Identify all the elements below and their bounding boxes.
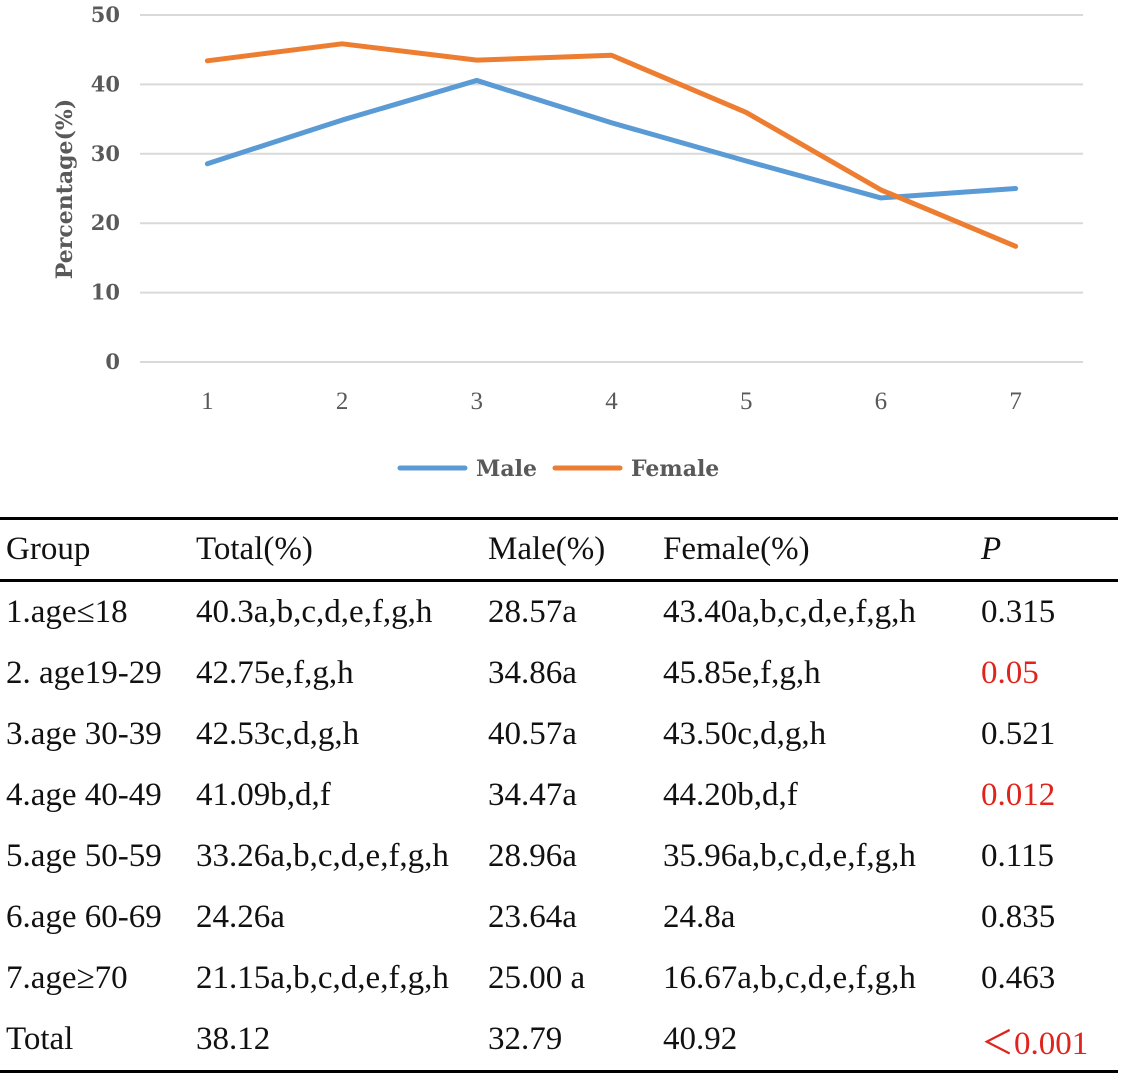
cell-male: 28.96a: [488, 838, 577, 874]
cell-p: 0.012: [981, 777, 1056, 813]
y-tick-label: 10: [91, 280, 120, 305]
header-total: Total(%): [196, 531, 313, 567]
cell-female: 16.67a,b,c,d,e,f,g,h: [663, 960, 916, 996]
legend-label-male: Male: [476, 456, 537, 482]
legend: Male Female: [397, 456, 719, 482]
cell-group: Total: [6, 1021, 74, 1057]
cell-group: 2. age19-29: [6, 655, 162, 691]
cell-group: 7.age≥70: [6, 960, 128, 996]
cell-total: 42.53c,d,g,h: [196, 716, 360, 752]
cell-female: 35.96a,b,c,d,e,f,g,h: [663, 838, 916, 874]
cell-p: 0.315: [981, 594, 1056, 630]
cell-female: 40.92: [663, 1021, 738, 1057]
cell-p: 0.835: [981, 899, 1056, 935]
table-body: 1.age≤18 40.3a,b,c,d,e,f,g,h 28.57a 43.40a,…: [0, 581, 1118, 1072]
x-axis-ticks: 1 2 3 4 5 6 7: [201, 388, 1022, 415]
cell-total: 40.3a,b,c,d,e,f,g,h: [196, 594, 433, 630]
cell-male: 34.86a: [488, 655, 577, 691]
x-tick-label: 1: [201, 388, 214, 415]
cell-group: 5.age 50-59: [6, 838, 162, 874]
cell-p: ＜0.001: [981, 1025, 1089, 1062]
table-row: 7.age≥70 21.15a,b,c,d,e,f,g,h 25.00 a 16.67…: [0, 948, 1118, 1009]
table-row: 6.age 60-69 24.26a 23.64a 24.8a 0.835: [0, 887, 1118, 948]
y-tick-label: 30: [91, 141, 120, 166]
x-tick-label: 3: [471, 388, 484, 415]
y-tick-label: 50: [91, 2, 120, 27]
gridlines: [140, 14, 1083, 363]
header-female: Female(%): [663, 531, 810, 567]
results-table: Group Total(%) Male(%) Female(%) P 1.age…: [0, 517, 1118, 1073]
y-tick-label: 40: [91, 71, 120, 96]
cell-group: 6.age 60-69: [6, 899, 162, 935]
cell-female: 45.85e,f,g,h: [663, 655, 821, 691]
cell-female: 43.40a,b,c,d,e,f,g,h: [663, 594, 916, 630]
x-tick-label: 6: [875, 388, 888, 415]
cell-female: 44.20b,d,f: [663, 777, 798, 813]
cell-male: 25.00 a: [488, 960, 586, 996]
table-header-row: Group Total(%) Male(%) Female(%) P: [0, 518, 1118, 581]
header-male: Male(%): [488, 531, 606, 567]
cell-male: 32.79: [488, 1021, 563, 1057]
cell-male: 23.64a: [488, 899, 577, 935]
header-group: Group: [6, 531, 91, 567]
results-table-container: Group Total(%) Male(%) Female(%) P 1.age…: [0, 517, 1122, 1073]
cell-total: 42.75e,f,g,h: [196, 655, 354, 691]
cell-female: 24.8a: [663, 899, 736, 935]
table-row: 3.age 30-39 42.53c,d,g,h 40.57a 43.50c,d,g,…: [0, 704, 1118, 765]
y-tick-label: 20: [91, 210, 120, 235]
cell-total: 41.09b,d,f: [196, 777, 331, 813]
cell-p: 0.463: [981, 960, 1056, 996]
series-line-female: [204, 41, 1019, 249]
line-chart: 0 10 20 30 40 50 1 2 3 4 5 6 7 Percentage(%) Male Fe…: [52, 2, 1083, 482]
cell-male: 28.57a: [488, 594, 577, 630]
x-tick-label: 4: [605, 388, 618, 415]
table-row: 2. age19-29 42.75e,f,g,h 34.86a 45.85e,f,g,…: [0, 643, 1118, 704]
header-p: P: [981, 531, 1002, 567]
table-row: 1.age≤18 40.3a,b,c,d,e,f,g,h 28.57a 43.40a,…: [0, 581, 1118, 644]
table-row: Total 38.12 32.79 40.92 ＜0.001: [0, 1009, 1118, 1072]
cell-p: 0.115: [981, 838, 1055, 874]
series-lines: [204, 41, 1019, 249]
x-tick-label: 5: [740, 388, 753, 415]
cell-p: 0.05: [981, 655, 1039, 691]
x-tick-label: 2: [336, 388, 349, 415]
series-line-male: [204, 77, 1019, 201]
cell-male: 40.57a: [488, 716, 577, 752]
cell-total: 33.26a,b,c,d,e,f,g,h: [196, 838, 449, 874]
y-tick-label: 0: [105, 349, 120, 374]
table-row: 4.age 40-49 41.09b,d,f 34.47a 44.20b,d,f 0.0…: [0, 765, 1118, 826]
cell-total: 38.12: [196, 1021, 271, 1057]
cell-group: 3.age 30-39: [6, 716, 162, 752]
table-row: 5.age 50-59 33.26a,b,c,d,e,f,g,h 28.96a 35.…: [0, 826, 1118, 887]
cell-total: 24.26a: [196, 899, 285, 935]
x-tick-label: 7: [1009, 388, 1022, 415]
legend-label-female: Female: [631, 456, 719, 482]
cell-total: 21.15a,b,c,d,e,f,g,h: [196, 960, 449, 996]
cell-group: 1.age≤18: [6, 594, 128, 630]
cell-female: 43.50c,d,g,h: [663, 716, 827, 752]
cell-male: 34.47a: [488, 777, 577, 813]
y-axis-ticks: 0 10 20 30 40 50: [91, 2, 120, 374]
cell-p: 0.521: [981, 716, 1056, 752]
cell-group: 4.age 40-49: [6, 777, 162, 813]
y-axis-label: Percentage(%): [52, 99, 78, 279]
